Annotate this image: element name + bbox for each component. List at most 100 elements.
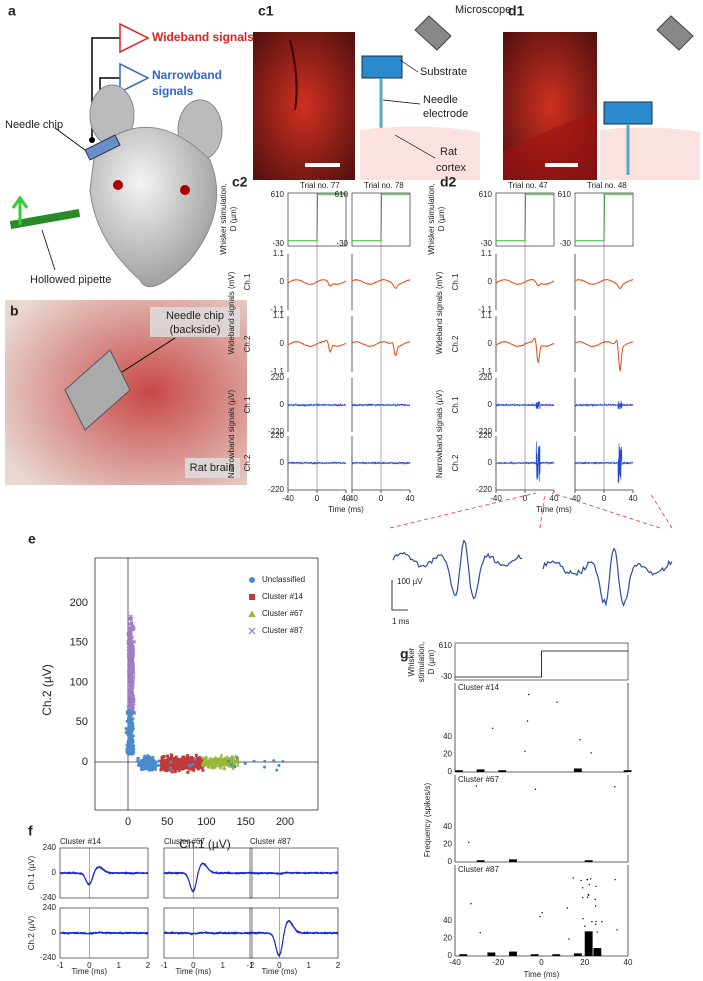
point — [162, 755, 166, 759]
point — [189, 756, 193, 760]
needle-chip-photo — [64, 349, 131, 431]
row-label: D (µm) — [229, 206, 238, 231]
point — [183, 763, 187, 767]
point — [137, 761, 141, 765]
point — [231, 766, 235, 770]
tick-label: 220 — [479, 373, 493, 382]
tick-label: 240 — [43, 903, 57, 912]
point — [172, 759, 176, 763]
spike-waveform — [249, 920, 339, 957]
point — [206, 762, 210, 766]
row-label: stimulation, — [417, 642, 426, 682]
point — [168, 768, 172, 772]
tick-label: 50 — [76, 716, 88, 728]
cluster-title: Cluster #87 — [250, 837, 291, 846]
row-label: D (µm) — [437, 206, 446, 231]
spike-waveform — [249, 920, 339, 958]
tick-label: 0 — [52, 868, 57, 877]
cluster-title: Cluster #14 — [60, 837, 101, 846]
spike-waveform — [249, 919, 339, 957]
label: Wideband signals — [152, 30, 254, 44]
point — [129, 616, 134, 621]
point — [130, 729, 134, 733]
raster-dot — [586, 878, 589, 881]
channel-label: Ch.2 — [243, 454, 252, 471]
point — [130, 710, 134, 714]
point — [277, 763, 281, 767]
point — [129, 691, 134, 696]
tick-label: 150 — [237, 816, 255, 828]
cluster-title: Cluster #14 — [458, 683, 499, 692]
arrow — [11, 195, 29, 225]
point — [227, 756, 231, 760]
point — [213, 760, 218, 764]
histogram-bar — [459, 954, 468, 956]
row-label: Narrowband signals (µV) — [227, 390, 236, 479]
raster-dot — [588, 884, 591, 886]
point — [176, 763, 180, 767]
point — [127, 667, 132, 672]
raster-dot — [579, 739, 581, 741]
point — [248, 610, 256, 617]
axis-title: Ch.1 (µV) — [27, 855, 36, 890]
tick-label: 0 — [277, 961, 282, 970]
tick-label: -1 — [160, 961, 168, 970]
point — [128, 672, 133, 677]
tick-label: -40 — [490, 494, 502, 503]
point — [132, 639, 137, 644]
tick-label: 1.1 — [273, 249, 285, 258]
point — [195, 761, 199, 765]
tick-label: 200 — [70, 597, 88, 609]
axis-title: Time (ms) — [261, 967, 297, 976]
label: signals — [152, 84, 194, 98]
point — [167, 766, 171, 770]
row-label: Whisker — [407, 647, 416, 676]
tick-label: -1.1 — [270, 367, 284, 376]
tick-label: 0 — [488, 458, 493, 467]
point — [233, 765, 237, 769]
amplifier — [119, 22, 150, 54]
raster-dot — [594, 898, 597, 901]
spike-waveform — [163, 930, 253, 935]
point — [227, 759, 231, 763]
point — [145, 756, 149, 760]
spike-waveform — [163, 862, 253, 893]
trial-title: Trial no. 48 — [587, 181, 627, 190]
mouse-head — [89, 126, 218, 288]
histogram-bar — [476, 769, 485, 772]
point — [201, 761, 206, 765]
tick-label: 40 — [443, 732, 452, 741]
point — [127, 677, 132, 682]
point — [142, 762, 146, 766]
point — [130, 625, 135, 630]
panel-label: c2 — [232, 174, 248, 190]
tick-label: 0 — [280, 458, 285, 467]
vessel — [289, 39, 298, 111]
spike-waveform — [542, 547, 673, 608]
point — [143, 759, 147, 763]
raster-dot — [589, 878, 592, 880]
tick-label: -220 — [476, 485, 493, 494]
histogram-bar — [455, 770, 463, 772]
legend-label: Cluster #67 — [262, 609, 303, 618]
tick-label: -30 — [440, 672, 452, 681]
point — [249, 594, 255, 600]
spike-waveform — [392, 539, 523, 600]
axis-title: Time (ms) — [536, 505, 572, 514]
panel-label: g — [400, 646, 409, 662]
point — [185, 765, 189, 769]
label: (backside) — [170, 324, 221, 336]
axis-title: Time (ms) — [175, 967, 211, 976]
point — [193, 757, 197, 761]
tick-label: 0 — [488, 339, 493, 348]
channel-label: Ch.1 — [451, 396, 460, 413]
point — [127, 728, 131, 732]
point — [161, 759, 165, 763]
histogram-bar — [573, 953, 582, 956]
point — [219, 753, 224, 757]
point — [196, 759, 200, 763]
point — [196, 757, 200, 761]
point — [128, 713, 132, 717]
point — [177, 765, 181, 769]
histogram-bar — [584, 931, 593, 956]
